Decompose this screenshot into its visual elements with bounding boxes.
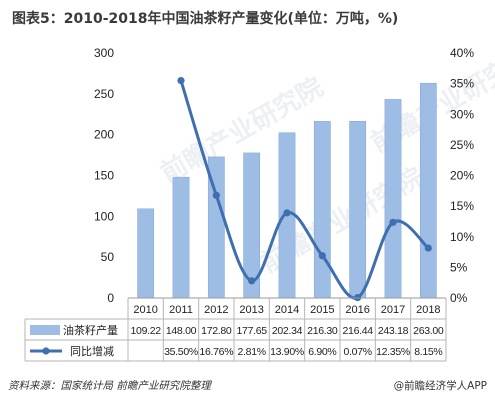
line-point — [424, 244, 432, 252]
right-axis-tick-label: 40% — [450, 46, 474, 60]
category-label: 2011 — [169, 304, 193, 316]
line-data-label: 12.35% — [376, 346, 410, 358]
left-axis-tick-label: 200 — [94, 128, 114, 142]
left-axis-tick-label: 250 — [94, 87, 114, 101]
right-axis-tick-label: 10% — [450, 230, 474, 244]
legend-bar-swatch — [30, 325, 60, 335]
bar — [172, 176, 190, 299]
line-point — [248, 277, 256, 285]
bar — [137, 208, 155, 299]
line-point — [283, 209, 291, 217]
legend-line-label: 同比增减 — [70, 344, 114, 358]
line-data-label: 8.15% — [414, 346, 442, 358]
bar-data-label: 148.00 — [166, 325, 197, 337]
chart-title: 图表5：2010-2018年中国油茶籽产量变化(单位：万吨，%) — [12, 11, 399, 27]
bar-data-label: 263.00 — [413, 325, 444, 337]
bar — [419, 82, 437, 299]
category-label: 2012 — [204, 304, 228, 316]
category-label: 2010 — [133, 304, 157, 316]
left-axis-tick-label: 100 — [94, 209, 114, 223]
category-label: 2015 — [310, 304, 334, 316]
bar-data-label: 202.34 — [272, 325, 303, 337]
line-point — [212, 191, 220, 199]
bar — [384, 99, 402, 299]
legend-line-marker — [42, 347, 50, 355]
right-axis-tick-label: 5% — [450, 260, 468, 274]
legend-bar-label: 油茶籽产量 — [63, 323, 118, 337]
source-note: 资料来源：国家统计局 前瞻产业研究院整理 — [8, 380, 211, 392]
line-data-label: 16.76% — [199, 346, 233, 358]
right-axis-tick-label: 35% — [450, 77, 474, 91]
bar — [313, 121, 331, 299]
left-axis-tick-label: 150 — [94, 169, 114, 183]
right-axis-tick-label: 25% — [450, 138, 474, 152]
bar — [349, 120, 367, 299]
category-label: 2014 — [275, 304, 299, 316]
right-axis-tick-label: 15% — [450, 199, 474, 213]
right-axis-tick-label: 30% — [450, 107, 474, 121]
line-point — [177, 76, 185, 85]
line-data-label: 13.90% — [270, 346, 304, 358]
left-axis-tick-label: 50 — [101, 250, 115, 264]
category-label: 2013 — [239, 304, 263, 316]
bar-data-label: 216.44 — [343, 325, 374, 337]
bar-data-label: 109.22 — [131, 325, 162, 337]
bar-data-label: 216.30 — [307, 325, 338, 337]
right-axis-tick-label: 20% — [450, 169, 474, 183]
bar-data-label: 243.18 — [378, 325, 409, 337]
category-label: 2016 — [345, 304, 369, 316]
line-point — [389, 218, 397, 226]
category-label: 2017 — [381, 304, 405, 316]
brand-label: @前瞻经济学人APP — [393, 380, 487, 392]
bar-data-label: 177.65 — [237, 325, 268, 337]
right-axis-tick-label: 0% — [450, 291, 468, 305]
line-data-label: 2.81% — [238, 346, 266, 358]
category-label: 2018 — [416, 304, 440, 316]
line-data-label: 6.90% — [308, 346, 336, 358]
left-axis-tick-label: 300 — [94, 46, 114, 60]
left-axis-tick-label: 0 — [107, 291, 114, 305]
line-data-label: 35.50% — [164, 346, 198, 358]
bar-data-label: 172.80 — [201, 325, 232, 337]
line-data-label: 0.07% — [344, 346, 372, 358]
line-point — [318, 252, 326, 260]
